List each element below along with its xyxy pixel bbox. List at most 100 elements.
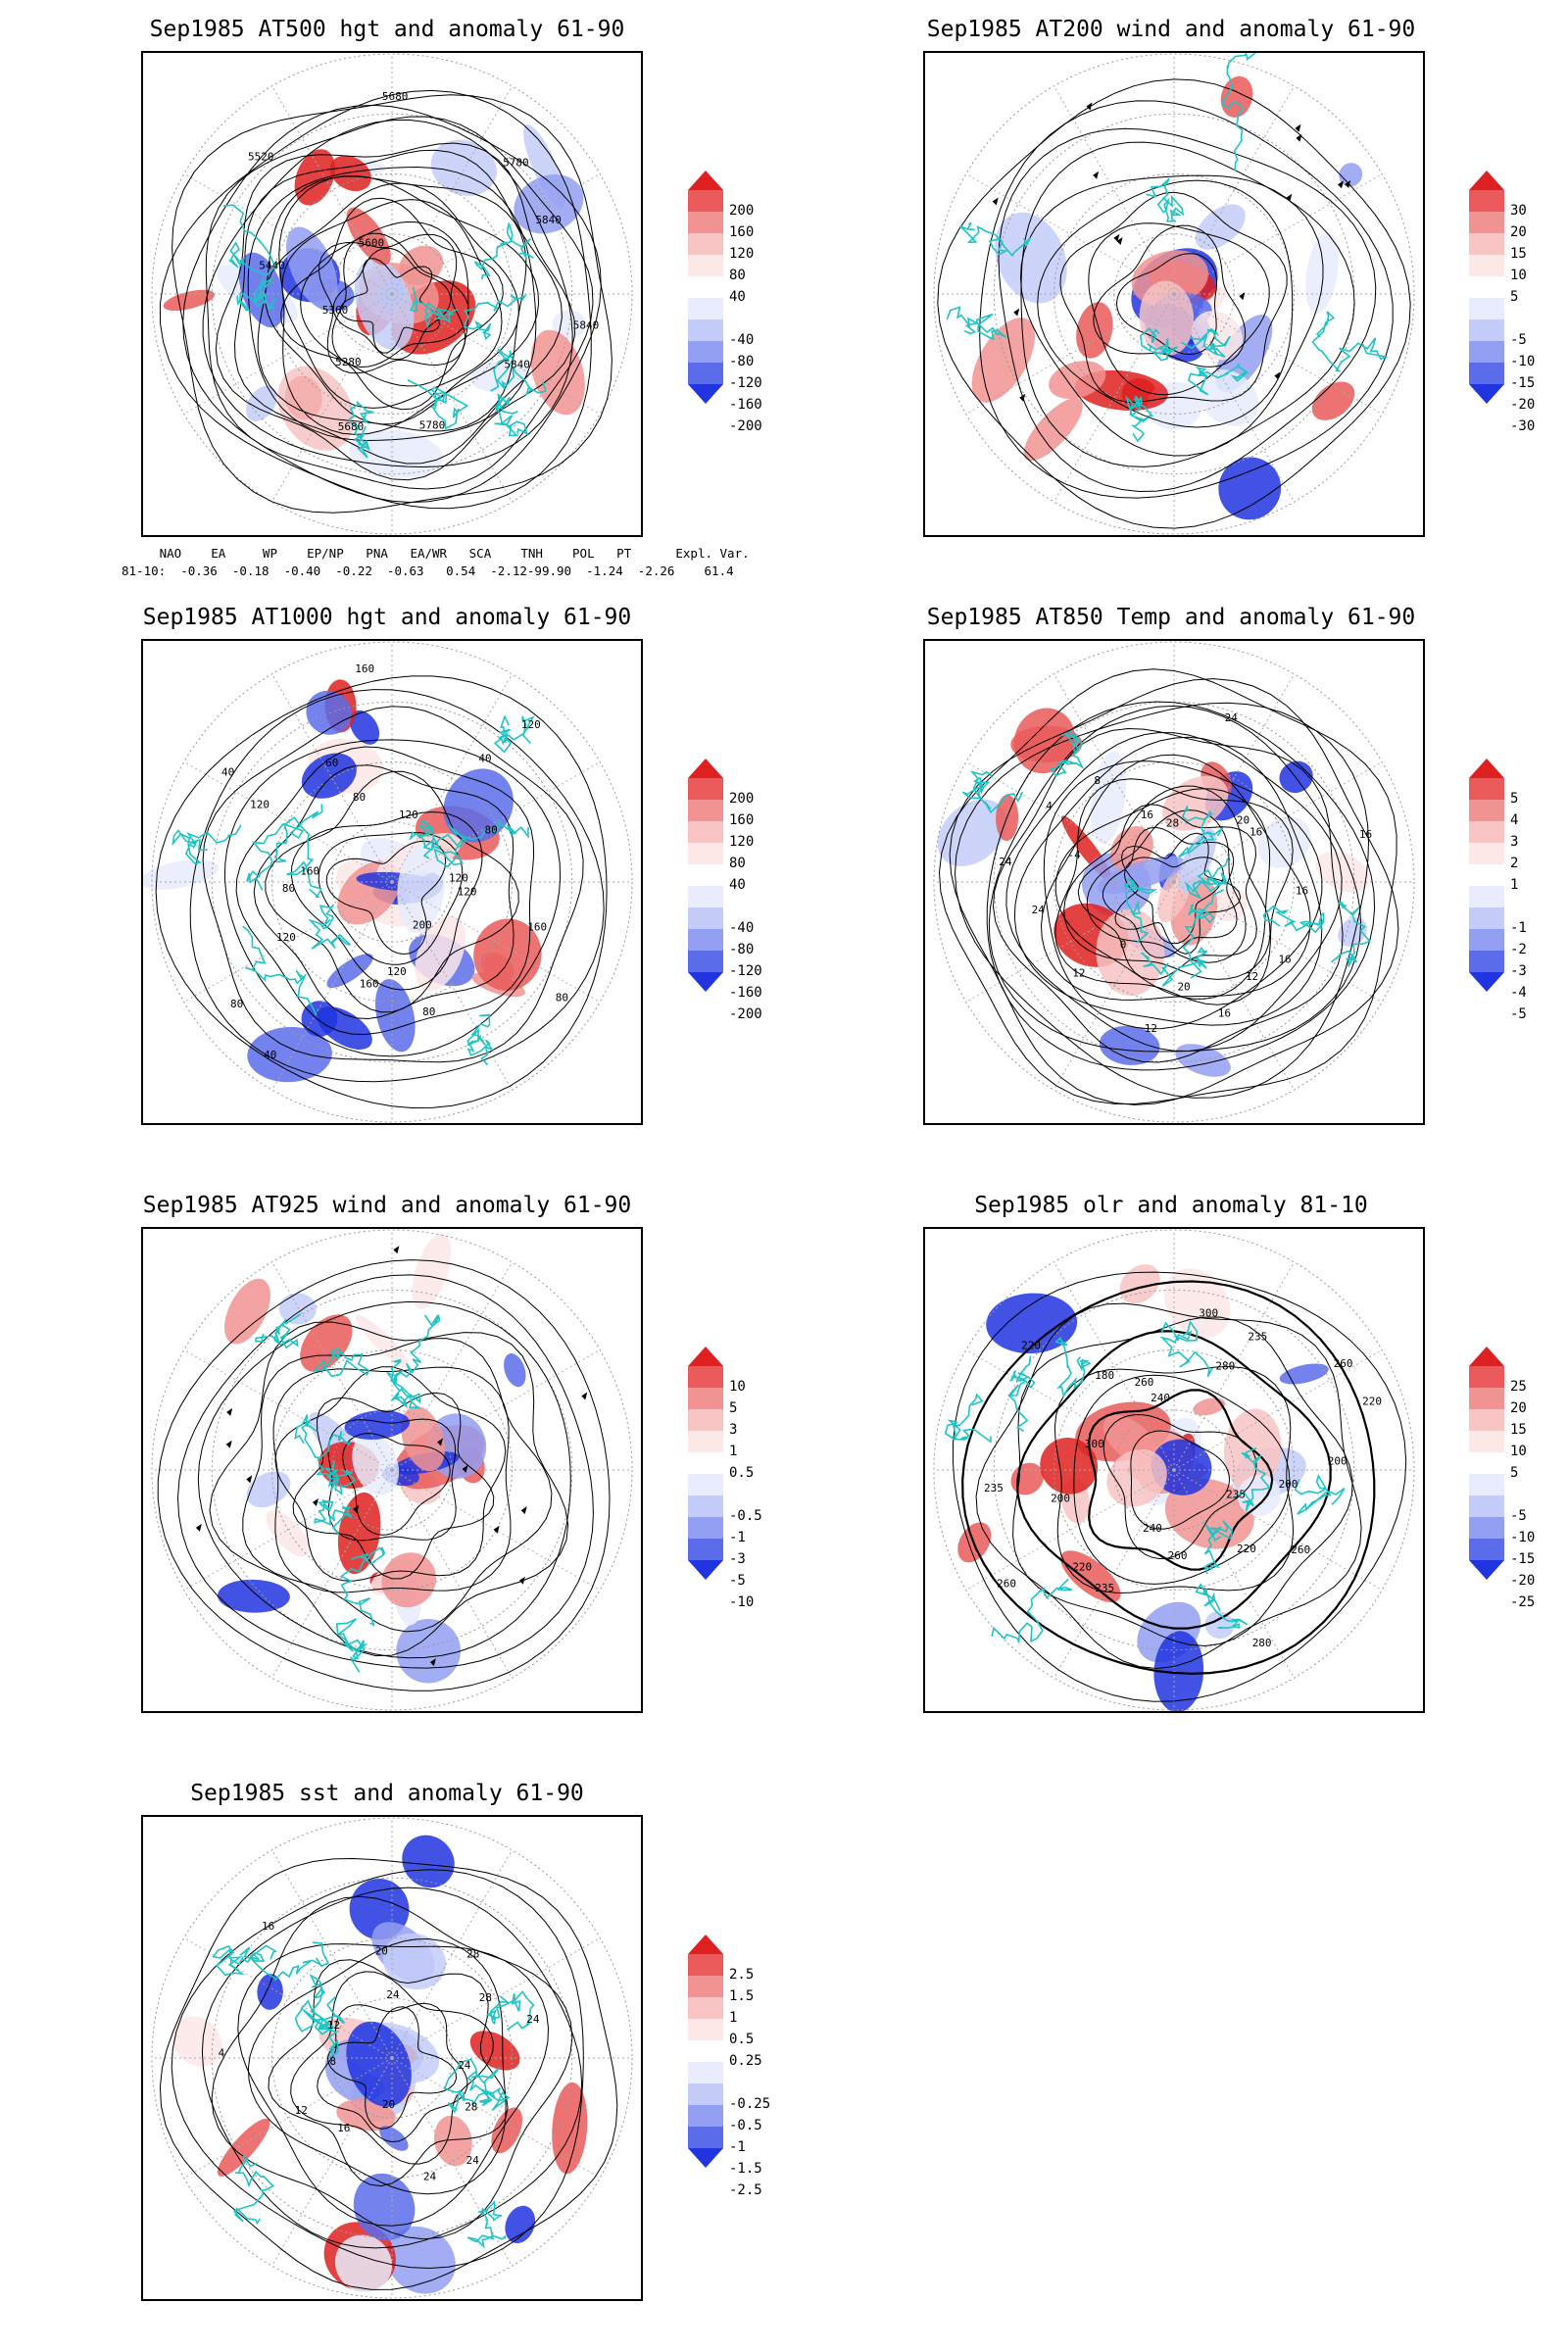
contour-label: 5680 [382,90,409,103]
colorbar-tick-label: -80 [729,942,755,957]
positive-anomaly-area [294,149,335,206]
contour-label: 235 [984,1482,1004,1494]
latitude-circle [933,1229,1415,1711]
colorbar-swatch [688,1431,723,1452]
negative-anomaly-area [1175,1044,1231,1077]
contour-label: 20 [382,2098,395,2111]
streamline-arrow [1295,123,1301,132]
streamline-arrow [992,197,999,206]
contour-line [274,1366,507,1582]
coastline [463,294,527,341]
meridian-line [391,173,601,295]
contour-label: 40 [221,766,234,779]
negative-anomaly-area [301,1001,338,1037]
colorbar-tick-label: 200 [729,203,755,219]
contour-label: 5840 [573,319,600,332]
polar-map-at200 [923,51,1425,537]
colorbar-min-arrow [688,1560,723,1580]
meridian-line [183,881,393,1003]
coastline [239,1941,329,1982]
colorbar-swatch [1469,1517,1504,1539]
colorbar-swatch [1469,929,1504,951]
colorbar-tick-label: 10 [729,1379,746,1395]
streamline-arrow [429,1658,436,1667]
coastline [335,1618,368,1673]
contour-line [1013,736,1323,1026]
negative-anomaly-area [995,212,1067,304]
meridian-line [183,293,393,415]
colorbar-swatch [1469,255,1504,276]
colorbar-tick-label: -1 [729,2139,746,2155]
colorbar-tick-label: 2 [1510,856,1519,871]
latitude-circle [211,1289,573,1651]
contour-line [1040,754,1311,1001]
latitude-circle [151,1229,633,1711]
contour-label: 200 [1279,1478,1298,1491]
coastline [1050,730,1085,777]
coastline [466,1013,495,1066]
coastline [172,824,242,864]
colorbar-at200: 30 20 15 10 5 -5 -10 -15 -20 -30 [1467,171,1565,445]
streamline-arrow [225,1440,232,1448]
coastline [307,904,351,950]
panel-at1000-hgt: Sep1985 AT1000 hgt and anomaly 61-90 120… [141,605,762,1125]
colorbar-tick-label: -1.5 [729,2161,762,2177]
coastline [274,815,322,899]
contour-label: 220 [1362,1395,1382,1407]
meridian-line [1173,173,1383,295]
contour-label: 20 [1237,814,1250,827]
meridian-line [391,1261,513,1471]
colorbar-tick-label: 0.5 [729,1465,755,1481]
coastline [1195,1583,1249,1630]
contour-line [202,119,573,468]
contour-line [1054,788,1271,1000]
coastline [1139,947,1208,987]
colorbar-tick-label: -120 [729,375,762,391]
contour-label: 5280 [335,356,362,368]
contour-label: 24 [1225,711,1239,724]
colorbar-swatch [688,951,723,972]
coastline [493,714,535,754]
colorbar-tick-label: -0.5 [729,2118,762,2133]
colorbar-swatch [688,1388,723,1409]
contour-label: 40 [478,752,491,764]
colorbar-min-arrow [688,972,723,992]
contour-label: 220 [1237,1543,1256,1555]
panel-title: Sep1985 AT850 Temp and anomaly 61-90 [926,605,1416,630]
positive-anomaly-area [1049,361,1106,400]
panel-olr: Sep1985 olr and anomaly 81-10 200 235 260 2… [923,1193,1535,1713]
negative-anomaly-area [402,1835,455,1888]
coastline [1294,1473,1346,1515]
coastline [339,1546,386,1627]
contour-line [1115,253,1217,356]
colorbar-tick-label: -1 [729,1530,746,1545]
contour-line [1019,174,1324,457]
contour-line [292,1392,495,1580]
colorbar-tick-label: -10 [729,1594,755,1610]
contour-line [202,706,584,1063]
colorbar-swatch [688,2105,723,2127]
contour-line [937,78,1411,529]
streamline-arrow [1013,308,1020,317]
negative-anomaly-area [334,2234,393,2293]
positive-anomaly-area [1191,311,1243,361]
positive-anomaly-area [1212,888,1248,922]
latitude-circle [211,113,573,475]
contour-label: 16 [1359,828,1372,841]
colorbar-swatch [1469,1452,1504,1474]
coastline [447,2086,511,2114]
colorbar-swatches [688,171,723,404]
streamline-arrow [1113,233,1120,242]
contour-label: 8 [1094,774,1101,787]
positive-anomaly-area [1023,398,1083,462]
contour-label: 235 [1248,1331,1267,1344]
coastline [232,2155,275,2226]
streamline-arrow [518,1576,525,1585]
colorbar-sst: 2.5 1.5 1 0.5 0.25 -0.25 -0.5 -1 -1.5 -2.5 [686,1935,784,2209]
polar-map-sst: 24 28 24 24 20 16 12 8 4 12 16 20 24 28 28 24 [141,1815,643,2301]
negative-anomaly-area [386,2226,456,2294]
contour-label: 80 [282,882,295,895]
contour-line [237,1943,550,2227]
meridian-line [391,2057,601,2179]
negative-anomaly-area [374,978,416,1053]
